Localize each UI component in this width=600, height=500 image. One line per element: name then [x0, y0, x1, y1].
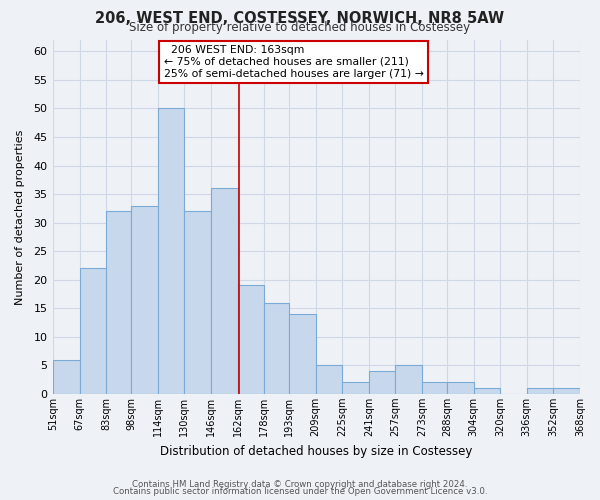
Bar [158, 108, 184, 394]
Bar [289, 314, 316, 394]
Bar [264, 302, 289, 394]
Bar [211, 188, 238, 394]
Bar [473, 388, 500, 394]
Bar [422, 382, 447, 394]
Bar [369, 371, 395, 394]
Text: Contains HM Land Registry data © Crown copyright and database right 2024.: Contains HM Land Registry data © Crown c… [132, 480, 468, 489]
Text: Contains public sector information licensed under the Open Government Licence v3: Contains public sector information licen… [113, 488, 487, 496]
Bar [131, 206, 158, 394]
Bar [53, 360, 80, 394]
X-axis label: Distribution of detached houses by size in Costessey: Distribution of detached houses by size … [160, 444, 473, 458]
Text: Size of property relative to detached houses in Costessey: Size of property relative to detached ho… [130, 21, 470, 34]
Bar [553, 388, 580, 394]
Bar [447, 382, 473, 394]
Y-axis label: Number of detached properties: Number of detached properties [15, 130, 25, 304]
Bar [395, 366, 422, 394]
Bar [184, 211, 211, 394]
Bar [342, 382, 369, 394]
Bar [106, 211, 131, 394]
Bar [527, 388, 553, 394]
Text: 206 WEST END: 163sqm
← 75% of detached houses are smaller (211)
25% of semi-deta: 206 WEST END: 163sqm ← 75% of detached h… [164, 46, 424, 78]
Bar [316, 366, 342, 394]
Bar [80, 268, 106, 394]
Text: 206, WEST END, COSTESSEY, NORWICH, NR8 5AW: 206, WEST END, COSTESSEY, NORWICH, NR8 5… [95, 11, 505, 26]
Bar [238, 286, 264, 394]
